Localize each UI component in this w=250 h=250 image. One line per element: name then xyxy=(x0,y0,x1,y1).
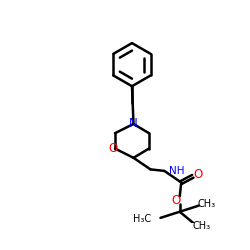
Text: O: O xyxy=(109,142,118,155)
Text: O: O xyxy=(194,168,203,181)
Text: CH₃: CH₃ xyxy=(192,221,210,231)
Text: NH: NH xyxy=(169,166,184,176)
Text: CH₃: CH₃ xyxy=(198,199,216,209)
Text: H₃C: H₃C xyxy=(133,214,151,224)
Text: N: N xyxy=(129,118,138,130)
Text: O: O xyxy=(171,194,180,207)
